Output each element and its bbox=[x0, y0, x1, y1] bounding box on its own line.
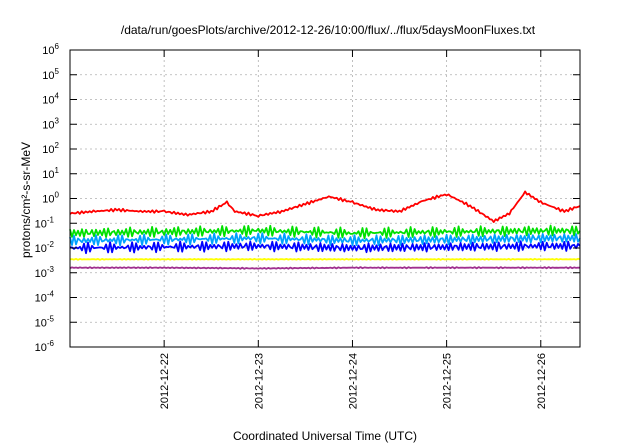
series-line bbox=[69, 232, 581, 247]
series-line bbox=[69, 257, 581, 261]
y-tick-label: 105 bbox=[42, 67, 59, 82]
series-line bbox=[69, 266, 581, 270]
y-tick-label: 104 bbox=[42, 92, 59, 107]
y-tick-label: 10-2 bbox=[35, 240, 55, 255]
y-axis-label: protons/cm²-s-sr-MeV bbox=[19, 142, 33, 258]
y-tick-label: 100 bbox=[42, 191, 59, 206]
series-line bbox=[70, 240, 581, 255]
y-tick-label: 10-5 bbox=[35, 314, 55, 329]
x-tick-labels: 2012-12-22 2012-12-23 2012-12-24 2012-12-25… bbox=[159, 50, 548, 409]
y-tick-label: 10-6 bbox=[35, 339, 55, 354]
x-tick-label: 2012-12-23 bbox=[253, 353, 265, 409]
x-tick-label: 2012-12-25 bbox=[442, 353, 454, 409]
chart-title: /data/run/goesPlots/archive/2012-12-26/1… bbox=[121, 23, 536, 37]
x-tick-label: 2012-12-26 bbox=[536, 353, 548, 409]
series-layer bbox=[69, 190, 581, 270]
y-tick-label: 102 bbox=[42, 141, 59, 156]
series-line bbox=[69, 190, 581, 224]
series-line bbox=[69, 224, 581, 240]
y-tick-labels: 10-6 10-5 10-4 10-3 10-2 10-1 100 101 102 103 104 1… bbox=[35, 42, 580, 354]
y-tick-label: 103 bbox=[42, 116, 59, 131]
y-tick-label: 10-4 bbox=[35, 290, 55, 305]
x-tick-label: 2012-12-24 bbox=[347, 353, 359, 409]
y-tick-label: 10-1 bbox=[35, 215, 55, 230]
y-tick-label: 101 bbox=[42, 166, 59, 181]
y-tick-label: 106 bbox=[42, 42, 59, 57]
x-tick-label: 2012-12-22 bbox=[159, 353, 171, 409]
x-axis-label: Coordinated Universal Time (UTC) bbox=[233, 429, 417, 443]
y-tick-label: 10-3 bbox=[35, 265, 55, 280]
